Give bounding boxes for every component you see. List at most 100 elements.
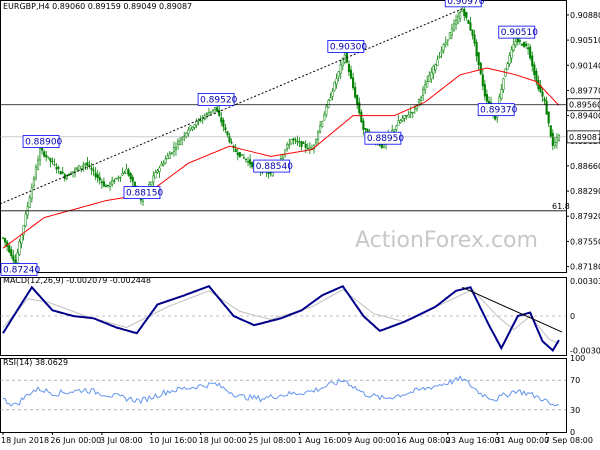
candle-body bbox=[457, 15, 460, 24]
candle-body bbox=[20, 234, 23, 244]
candle-body bbox=[119, 176, 122, 179]
candle-body bbox=[39, 148, 42, 161]
price-annotation: 0.88900 bbox=[25, 138, 62, 148]
candle-body bbox=[86, 162, 89, 166]
candle-body bbox=[393, 129, 396, 132]
candle-body bbox=[347, 63, 351, 73]
price-y-tick-label: 0.90880 bbox=[570, 11, 600, 20]
price-y-tick-label: 0.87920 bbox=[570, 212, 600, 221]
candle-body bbox=[551, 132, 554, 146]
candle-body bbox=[218, 109, 221, 116]
candle-body bbox=[356, 94, 359, 105]
candle-body bbox=[32, 178, 35, 186]
candle-body bbox=[181, 137, 184, 140]
macd-panel-frame bbox=[0, 277, 567, 356]
price-annotation-box bbox=[364, 131, 402, 145]
candle-body bbox=[405, 114, 408, 117]
candle-body bbox=[80, 166, 83, 169]
candle-body bbox=[214, 106, 217, 110]
candle-body bbox=[306, 147, 309, 150]
candle-body bbox=[45, 155, 48, 158]
x-tick-label: 7 Sep 08:00 bbox=[545, 436, 593, 445]
candle-body bbox=[174, 147, 178, 150]
price-y-tick-label: 0.90510 bbox=[570, 36, 600, 45]
candle-body bbox=[61, 171, 64, 174]
candle-body bbox=[434, 64, 437, 70]
candle-body bbox=[172, 147, 175, 152]
x-tick-label: 23 Aug 16:00 bbox=[446, 436, 500, 445]
candle-body bbox=[331, 91, 334, 97]
candle-body bbox=[300, 141, 303, 147]
candle-body bbox=[413, 107, 416, 110]
candle-body bbox=[516, 38, 519, 43]
candle-body bbox=[12, 255, 15, 261]
candle-body bbox=[290, 139, 293, 145]
candle-body bbox=[216, 107, 219, 112]
candle-body bbox=[518, 40, 521, 42]
candle-body bbox=[469, 22, 472, 31]
candle-body bbox=[234, 148, 237, 152]
candle-body bbox=[113, 180, 116, 182]
candle-body bbox=[14, 259, 17, 263]
candle-body bbox=[71, 171, 75, 174]
candle-body bbox=[170, 152, 173, 154]
candle-body bbox=[286, 144, 289, 149]
candle-body bbox=[55, 167, 58, 170]
candle-body bbox=[533, 64, 536, 75]
candle-body bbox=[407, 114, 410, 118]
candle-body bbox=[352, 77, 355, 88]
candle-body bbox=[36, 159, 40, 170]
rsi-label: RSI(14) 38.0629 bbox=[3, 358, 68, 367]
price-annotation: 0.90510 bbox=[501, 28, 538, 38]
candle-body bbox=[438, 55, 441, 58]
current-price-tag: 0.89087 bbox=[569, 133, 600, 142]
candle-body bbox=[193, 124, 196, 128]
candle-body bbox=[302, 142, 305, 144]
candle-body bbox=[189, 125, 192, 130]
candle-body bbox=[483, 84, 486, 97]
candle-body bbox=[520, 44, 523, 46]
candle-body bbox=[430, 71, 433, 80]
candle-body bbox=[317, 132, 320, 140]
candle-body bbox=[314, 139, 318, 144]
x-tick-label: 1 Aug 16:00 bbox=[298, 436, 347, 445]
price-y-tick-label: 0.90140 bbox=[570, 61, 600, 70]
candle-body bbox=[22, 225, 25, 236]
macd-label: MACD(12,26,9) -0.002079 -0.002448 bbox=[3, 276, 151, 285]
candle-body bbox=[84, 163, 87, 165]
candle-body bbox=[364, 127, 367, 130]
candle-body bbox=[426, 81, 429, 88]
candle-body bbox=[236, 152, 239, 156]
candle-body bbox=[176, 141, 180, 145]
candle-body bbox=[4, 237, 7, 243]
macd-line bbox=[2, 284, 560, 352]
chart-header: EURGBP,H4 0.89060 0.89159 0.89049 0.8908… bbox=[3, 2, 192, 11]
candle-body bbox=[341, 58, 344, 66]
candle-body bbox=[242, 157, 245, 159]
x-tick-label: 9 Aug 00:00 bbox=[347, 436, 396, 445]
candle-body bbox=[199, 119, 202, 122]
candle-body bbox=[506, 63, 509, 70]
candle-body bbox=[158, 167, 161, 173]
x-tick-label: 10 Jul 16:00 bbox=[149, 436, 197, 445]
candle-body bbox=[465, 11, 468, 18]
candle-body bbox=[327, 100, 330, 108]
candle-body bbox=[150, 181, 153, 186]
current-price-tag-box bbox=[566, 130, 600, 144]
candle-body bbox=[164, 158, 167, 164]
candle-body bbox=[479, 62, 482, 75]
candle-body bbox=[111, 179, 114, 185]
candle-body bbox=[411, 112, 414, 114]
candle-body bbox=[535, 70, 538, 82]
candle-body bbox=[41, 147, 44, 151]
candle-body bbox=[467, 20, 470, 24]
macd-y-tick-label: 0.003034 bbox=[570, 277, 600, 286]
candle-body bbox=[432, 65, 435, 75]
candle-body bbox=[308, 146, 311, 150]
candle-body bbox=[459, 12, 462, 19]
candle-body bbox=[304, 144, 307, 148]
candle-body bbox=[549, 125, 552, 137]
price-annotation: 0.89520 bbox=[200, 95, 237, 105]
